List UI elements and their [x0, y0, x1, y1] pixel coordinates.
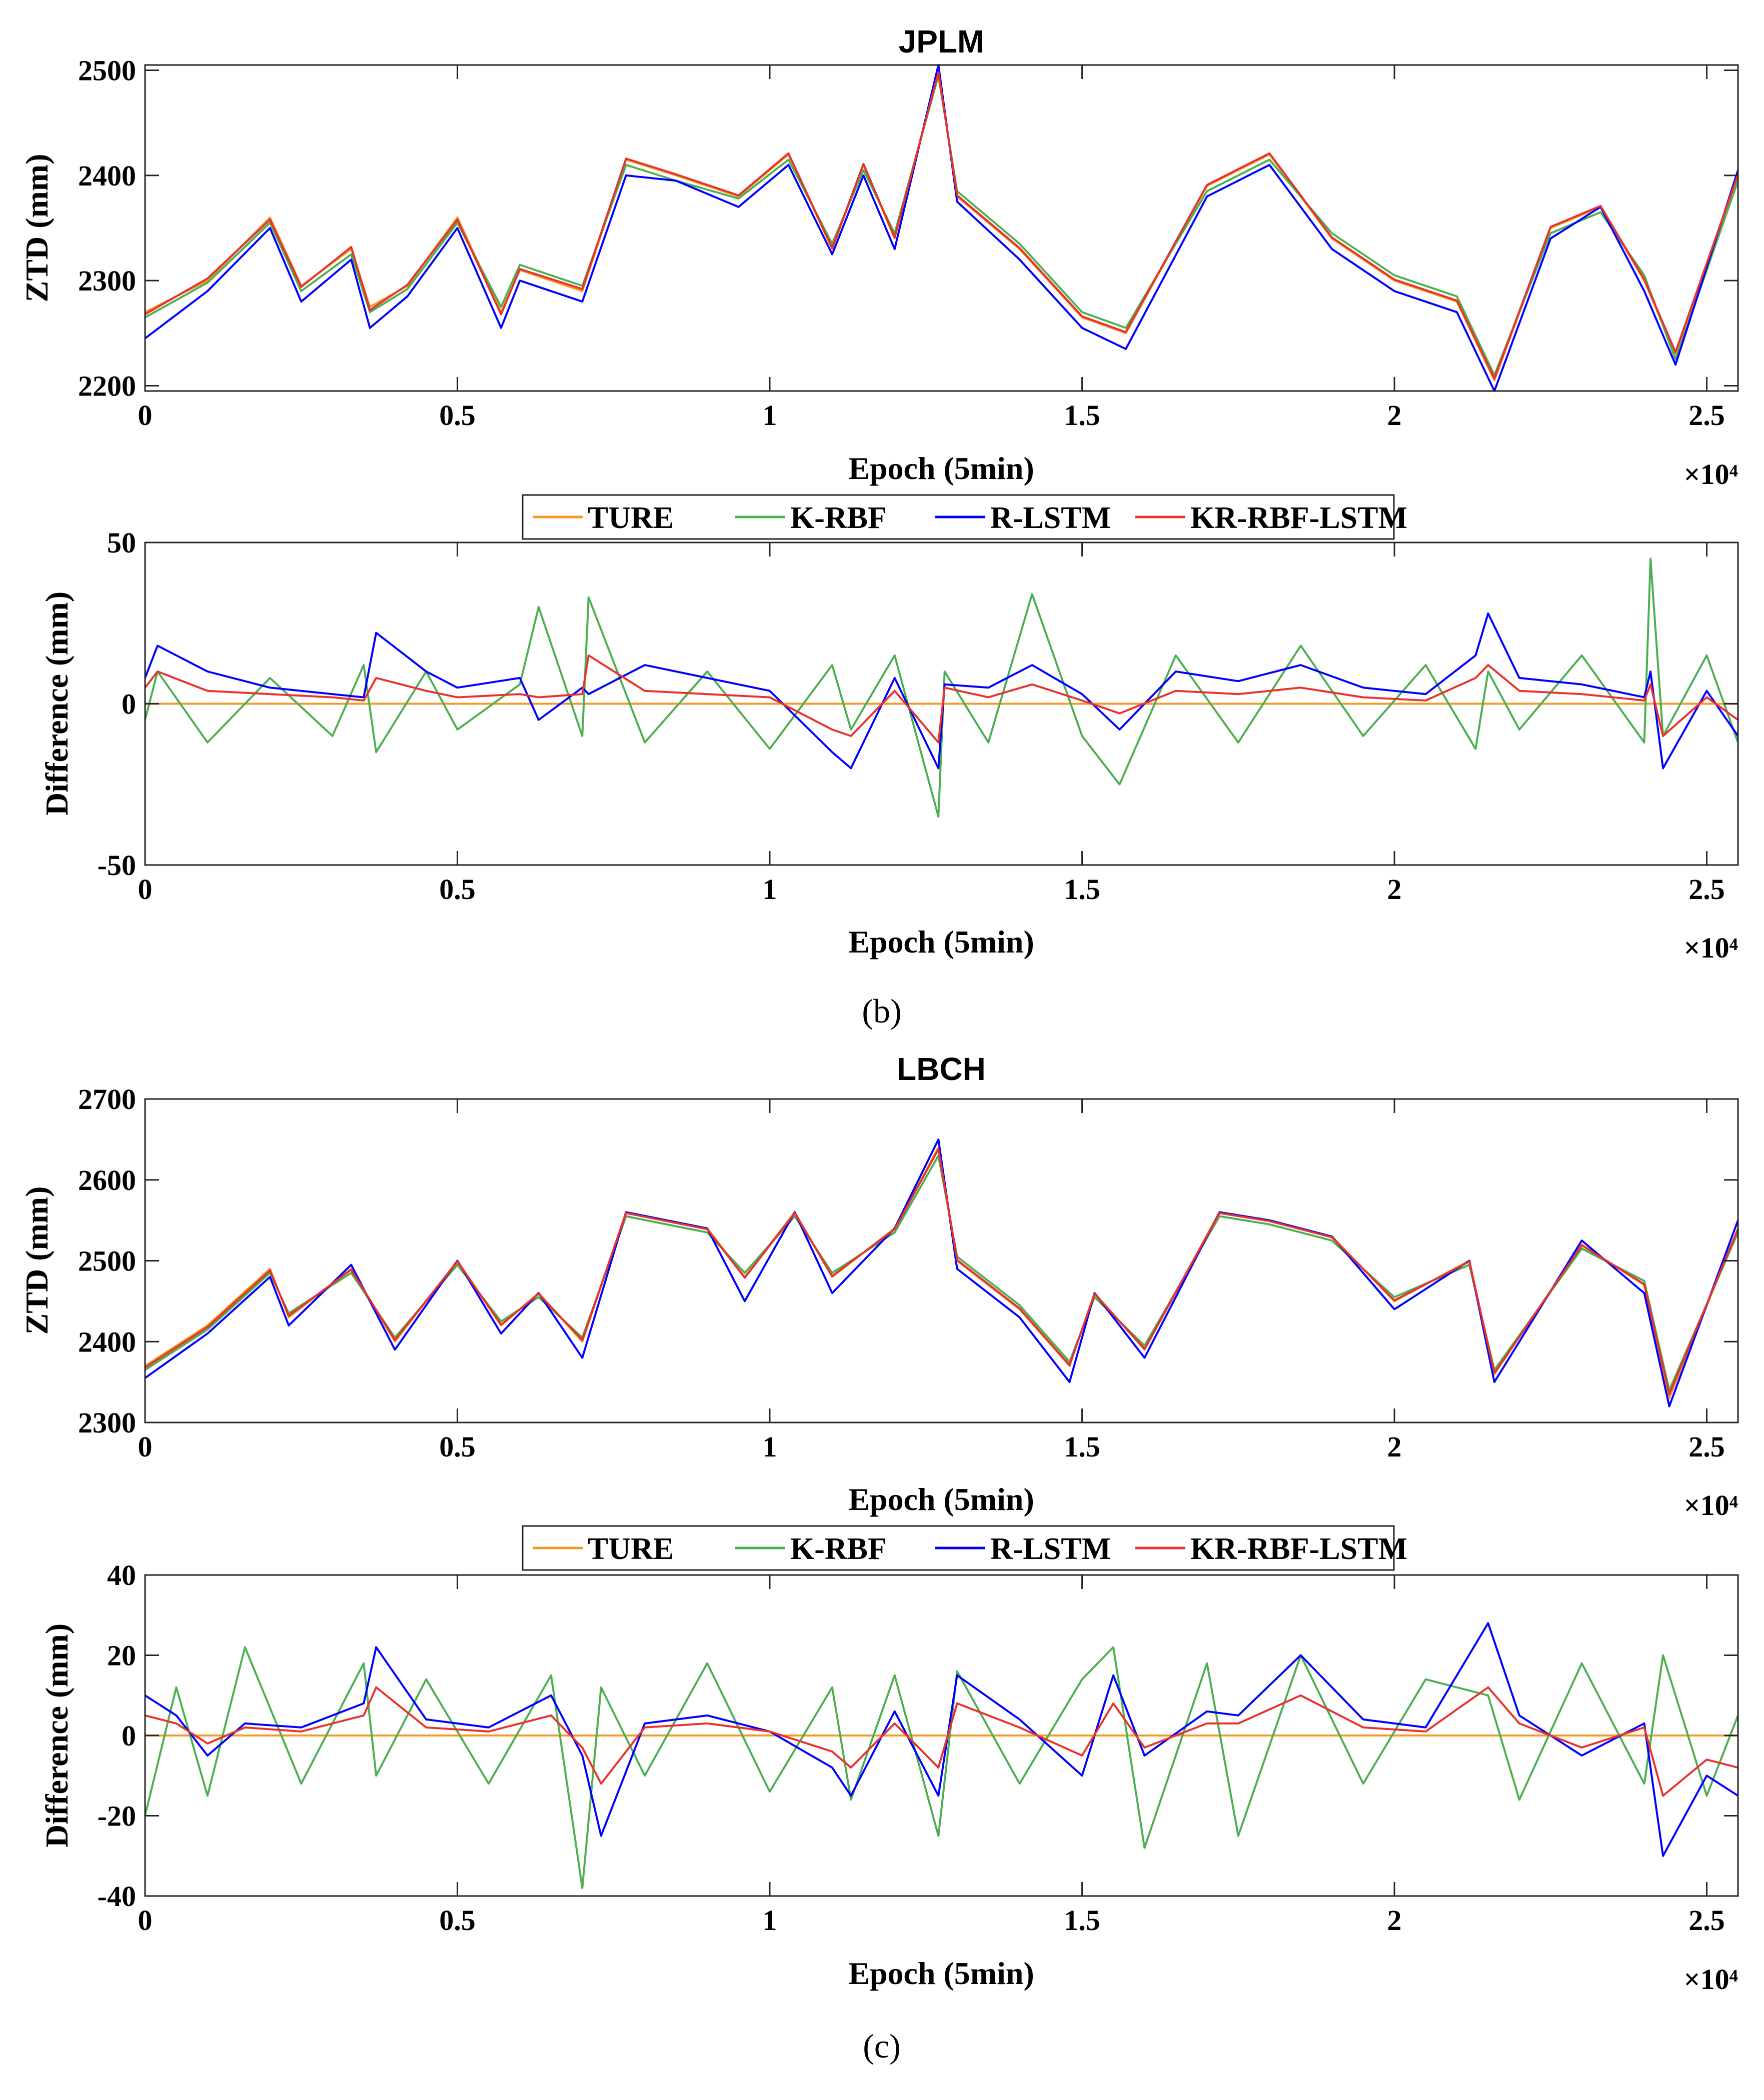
y-axis-label: Difference (mm) [39, 592, 75, 816]
series-line-r-lstm [144, 612, 1739, 770]
series-line-r-lstm [144, 64, 1739, 392]
x-tick-label: 2 [1387, 399, 1402, 432]
y-tick-label: 2600 [78, 1164, 136, 1196]
legend-label-kr-rbf-lstm: KR-RBF-LSTM [1190, 1532, 1407, 1566]
series-line-ture [145, 69, 1739, 382]
series-line-k-rbf [144, 1154, 1739, 1392]
chart-title: JPLM [899, 24, 984, 60]
series-line-k-rbf [144, 1646, 1739, 1889]
y-axis-label: ZTD (mm) [19, 154, 55, 302]
x-tick-label: 1 [763, 1430, 777, 1463]
x-exponent-label: ×10⁴ [1684, 458, 1738, 490]
plot-area: 0 0.5 1 1.5 2 2.5 -40 -20 0 20 40 [98, 1559, 1739, 1936]
chart-title: LBCH [897, 1051, 986, 1087]
legend-label-ture: TURE [588, 501, 674, 535]
x-tick-label: 2.5 [1688, 1904, 1725, 1936]
legend-label-kr-rbf-lstm: KR-RBF-LSTM [1190, 501, 1407, 535]
x-tick-label: 2.5 [1688, 399, 1725, 432]
x-tick-label: 0.5 [439, 1430, 476, 1463]
series-line-kr-rbf-lstm [145, 1686, 1738, 1797]
x-tick-label: 0.5 [439, 399, 476, 432]
x-tick-label: 1.5 [1064, 1430, 1100, 1463]
legend-label-r-lstm: R-LSTM [990, 501, 1111, 535]
y-tick-label: 2700 [78, 1083, 136, 1116]
legend-label-ture: TURE [588, 1532, 674, 1566]
x-tick-label: 1.5 [1064, 873, 1100, 906]
y-axis-label: Difference (mm) [39, 1624, 75, 1848]
x-axis-label: Epoch (5min) [848, 1482, 1034, 1517]
series-line-kr-rbf-lstm [145, 71, 1739, 380]
y-tick-label: -50 [98, 849, 136, 882]
y-tick-label: 0 [122, 1720, 136, 1752]
x-tick-label: 2 [1387, 873, 1402, 906]
y-tick-label: 2300 [78, 1406, 136, 1439]
series-line-ture [144, 1146, 1739, 1400]
x-tick-label: 2 [1387, 1430, 1402, 1463]
y-tick-label: 2400 [78, 1326, 136, 1358]
x-tick-label: 0 [138, 1430, 153, 1463]
x-tick-label: 1.5 [1064, 399, 1100, 432]
x-axis-label: Epoch (5min) [848, 924, 1034, 960]
y-tick-label: 50 [107, 526, 136, 559]
x-tick-label: 1.5 [1064, 1904, 1100, 1936]
legend: TURE K-RBF R-LSTM KR-RBF-LSTM [522, 494, 1407, 540]
y-tick-label: -40 [98, 1880, 136, 1912]
y-tick-label: -20 [98, 1800, 136, 1832]
x-tick-label: 1 [763, 1904, 777, 1936]
legend-label-k-rbf: K-RBF [790, 1532, 887, 1566]
x-exponent-label: ×10⁴ [1684, 932, 1738, 964]
series-line-r-lstm [144, 1622, 1739, 1857]
legend: TURE K-RBF R-LSTM KR-RBF-LSTM [522, 1525, 1407, 1571]
axes-frame [144, 64, 1739, 392]
panel-lbch-ztd: LBCH 0 0.5 1 1.5 2 2.5 2300 2400 2500 2600 2700 Ep… [19, 1051, 1739, 1522]
y-tick-label: 2300 [78, 264, 136, 297]
panel-lbch-difference: 0 0.5 1 1.5 2 2.5 -40 -20 0 20 40 Epoch (5min) Dif… [39, 1559, 1739, 1996]
x-tick-label: 0 [138, 873, 153, 906]
y-axis-label: ZTD (mm) [19, 1186, 55, 1335]
y-tick-label: 0 [122, 688, 136, 720]
x-tick-label: 2.5 [1688, 1430, 1725, 1463]
legend-label-r-lstm: R-LSTM [990, 1532, 1111, 1566]
x-exponent-label: ×10⁴ [1684, 1489, 1738, 1522]
x-tick-label: 0.5 [439, 873, 476, 906]
y-tick-label: 40 [107, 1559, 136, 1592]
x-tick-label: 1 [763, 399, 777, 432]
panel-label-b: (b) [862, 992, 901, 1030]
y-tick-label: 2500 [78, 1245, 136, 1278]
y-tick-label: 2500 [78, 54, 136, 87]
panel-jplm-ztd: JPLM 0 0.5 1 1.5 2 2.5 2200 2300 2400 2500 Epoch … [19, 24, 1739, 490]
x-exponent-label: ×10⁴ [1684, 1963, 1738, 1996]
series-line-k-rbf [145, 74, 1739, 376]
x-tick-label: 0 [138, 399, 153, 432]
series-line-k-rbf [144, 558, 1739, 818]
x-tick-label: 2.5 [1688, 873, 1725, 906]
y-tick-label: 2200 [78, 370, 136, 402]
series-line-kr-rbf-lstm [144, 1148, 1739, 1396]
series-line-kr-rbf-lstm [144, 654, 1739, 744]
plot-area: 0 0.5 1 1.5 2 2.5 2300 2400 2500 2600 2700 [78, 1083, 1739, 1463]
x-axis-label: Epoch (5min) [848, 450, 1034, 486]
x-tick-label: 2 [1387, 1904, 1402, 1936]
y-tick-label: 20 [107, 1640, 136, 1672]
y-tick-label: 2400 [78, 160, 136, 192]
x-tick-label: 1 [763, 873, 777, 906]
legend-label-k-rbf: K-RBF [790, 501, 887, 535]
panel-label-c: (c) [863, 2027, 900, 2065]
x-axis-label: Epoch (5min) [848, 1956, 1034, 1991]
plot-area: 0 0.5 1 1.5 2 2.5 2200 2300 2400 2500 [78, 54, 1739, 432]
x-tick-label: 0.5 [439, 1904, 476, 1936]
x-tick-label: 0 [138, 1904, 153, 1936]
